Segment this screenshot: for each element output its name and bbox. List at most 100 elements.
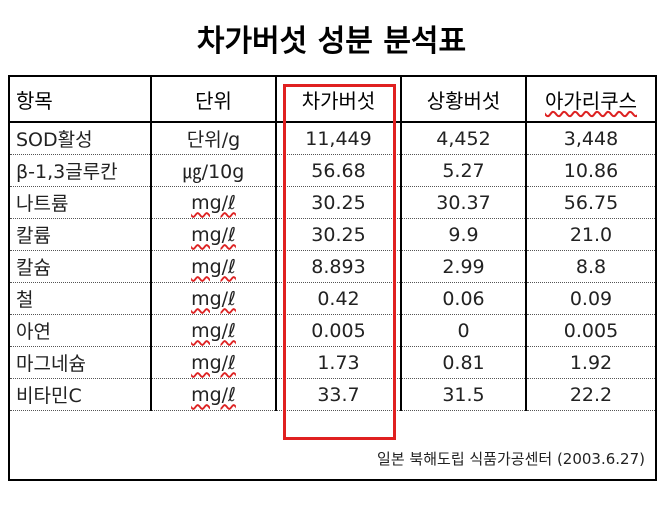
table-cell: 나트륨 <box>8 186 152 219</box>
value: 22.2 <box>569 383 613 406</box>
value: 56.68 <box>311 159 366 182</box>
item-name: 나트륨 <box>16 193 69 215</box>
value: 1.92 <box>569 351 613 374</box>
footer-note: 일본 북해도립 식품가공센터 (2003.6.27) <box>8 410 657 480</box>
item-name: 마그네슘 <box>16 353 86 375</box>
table-row: 마그네슘 mg/ℓ 1.73 0.81 1.92 <box>8 346 657 379</box>
table-cell: mg/ℓ <box>150 346 277 379</box>
header-cell: 항목 <box>8 76 152 123</box>
value: 31.5 <box>442 383 485 406</box>
table-cell: 9.9 <box>400 218 527 251</box>
table-body: SOD활성 단위/g 11,449 4,452 3,448 β-1,3글루칸 ㎍/10g 56… <box>8 122 657 480</box>
table-row: β-1,3글루칸 ㎍/10g 56.68 5.27 10.86 <box>8 154 657 187</box>
unit: mg/ℓ <box>191 351 236 374</box>
table-cell: 단위/g <box>150 122 277 155</box>
unit: mg/ℓ <box>191 191 236 214</box>
value: 11,449 <box>305 127 372 150</box>
table-cell: 56.68 <box>275 154 402 187</box>
table-cell: 0.005 <box>525 314 657 347</box>
table-cell: 아연 <box>8 314 152 347</box>
header-cell: 상황버섯 <box>400 76 527 123</box>
header-cell: 단위 <box>150 76 277 123</box>
table-cell: 철 <box>8 282 152 315</box>
value: 30.37 <box>436 191 491 214</box>
unit: 단위/g <box>186 129 241 151</box>
table-cell: 30.25 <box>275 186 402 219</box>
table-cell: mg/ℓ <box>150 314 277 347</box>
table-row: 철 mg/ℓ 0.42 0.06 0.09 <box>8 282 657 315</box>
item-name: 비타민C <box>16 385 82 407</box>
value: 8.893 <box>311 255 366 278</box>
value: 0.06 <box>442 287 485 310</box>
table-cell: SOD활성 <box>8 122 152 155</box>
table-cell: 22.2 <box>525 378 657 411</box>
value: 30.25 <box>311 191 366 214</box>
value: 30.25 <box>311 223 366 246</box>
header-text: 상황버섯 <box>426 88 501 113</box>
table-cell: 칼륨 <box>8 218 152 251</box>
table-cell: mg/ℓ <box>150 218 277 251</box>
item-name: SOD활성 <box>16 129 93 151</box>
table-cell: 0.42 <box>275 282 402 315</box>
table-cell: 11,449 <box>275 122 402 155</box>
header-text: 단위 <box>195 88 232 113</box>
value: 10.86 <box>563 159 619 182</box>
value: 4,452 <box>436 127 491 150</box>
table-cell: 31.5 <box>400 378 527 411</box>
table-cell: 30.25 <box>275 218 402 251</box>
table-cell: 8.893 <box>275 250 402 283</box>
unit: mg/ℓ <box>191 287 236 310</box>
table-row: 아연 mg/ℓ 0.005 0 0.005 <box>8 314 657 347</box>
table-row: 칼륨 mg/ℓ 30.25 9.9 21.0 <box>8 218 657 251</box>
unit: mg/ℓ <box>191 319 236 342</box>
header-text: 차가버섯 <box>301 88 376 113</box>
table-cell: 0.005 <box>275 314 402 347</box>
table-row: 칼슘 mg/ℓ 8.893 2.99 8.8 <box>8 250 657 283</box>
table-cell: 5.27 <box>400 154 527 187</box>
unit: mg/ℓ <box>191 223 236 246</box>
table-cell: 0.06 <box>400 282 527 315</box>
table-cell: 1.92 <box>525 346 657 379</box>
value: 0.81 <box>442 351 485 374</box>
header-text: 아가리쿠스 <box>545 88 637 113</box>
table-cell: 10.86 <box>525 154 657 187</box>
value: 56.75 <box>563 191 619 214</box>
table-cell: 1.73 <box>275 346 402 379</box>
value: 0.09 <box>569 287 613 310</box>
item-name: 칼륨 <box>16 225 51 247</box>
footer-row: 일본 북해도립 식품가공센터 (2003.6.27) <box>8 410 657 480</box>
value: 33.7 <box>317 383 360 406</box>
table-cell: 2.99 <box>400 250 527 283</box>
value: 21.0 <box>569 223 613 246</box>
value: 0.005 <box>311 319 366 342</box>
header-cell: 차가버섯 <box>275 76 402 123</box>
unit: ㎍/10g <box>182 161 245 183</box>
item-name: β-1,3글루칸 <box>16 161 118 183</box>
table-cell: 21.0 <box>525 218 657 251</box>
value: 0.005 <box>563 319 619 342</box>
analysis-table: 항목 단위 차가버섯 상황버섯 아가리쿠스 SOD활성 단위/g 11,449 4,452 3,… <box>8 75 657 481</box>
table-cell: 56.75 <box>525 186 657 219</box>
item-name: 아연 <box>16 321 51 343</box>
item-name: 칼슘 <box>16 257 51 279</box>
table-cell: mg/ℓ <box>150 250 277 283</box>
table-cell: mg/ℓ <box>150 378 277 411</box>
header-text: 항목 <box>16 88 53 113</box>
table-cell: 3,448 <box>525 122 657 155</box>
value: 8.8 <box>575 255 607 278</box>
table-cell: 8.8 <box>525 250 657 283</box>
title: 차가버섯 성분 분석표 <box>196 24 467 59</box>
value: 9.9 <box>448 223 479 246</box>
table-cell: 30.37 <box>400 186 527 219</box>
table-cell: 마그네슘 <box>8 346 152 379</box>
table-cell: mg/ℓ <box>150 282 277 315</box>
table-cell: mg/ℓ <box>150 186 277 219</box>
table-cell: ㎍/10g <box>150 154 277 187</box>
table-cell: 0.81 <box>400 346 527 379</box>
unit: mg/ℓ <box>191 255 236 278</box>
table-cell: 33.7 <box>275 378 402 411</box>
table-row: SOD활성 단위/g 11,449 4,452 3,448 <box>8 122 657 155</box>
value: 0.42 <box>317 287 360 310</box>
table-row: 나트륨 mg/ℓ 30.25 30.37 56.75 <box>8 186 657 219</box>
